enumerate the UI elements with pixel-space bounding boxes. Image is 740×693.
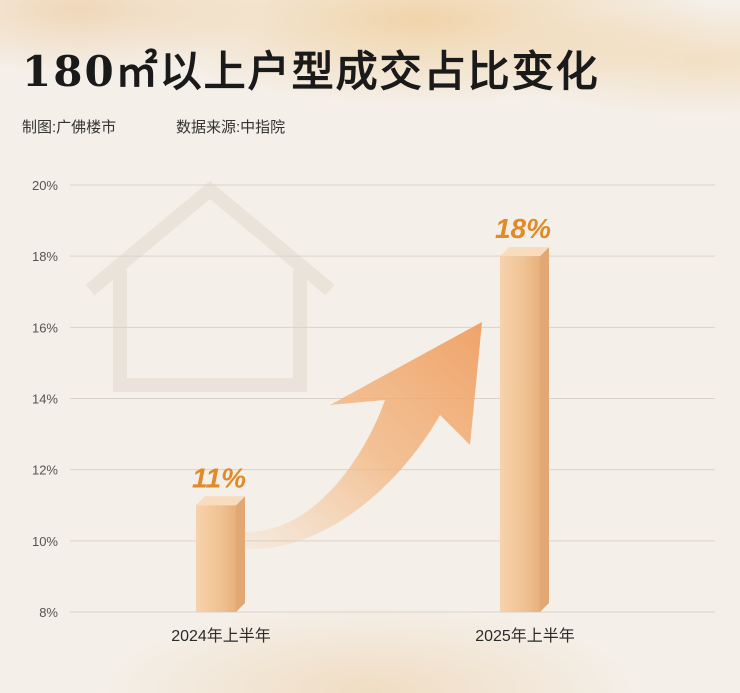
- y-tick-label: 20%: [32, 178, 58, 193]
- bar-2: [500, 247, 549, 612]
- data-label: 18%: [495, 213, 551, 244]
- credit-text: 制图:广佛楼市: [22, 119, 117, 136]
- bar-1: [196, 496, 245, 612]
- bar-side: [236, 496, 245, 612]
- y-tick-label: 14%: [32, 392, 58, 407]
- y-tick-label: 12%: [32, 463, 58, 478]
- y-tick-label: 8%: [39, 605, 58, 620]
- x-tick-label: 2025年上半年: [475, 627, 575, 645]
- source-text: 数据来源:中指院: [176, 119, 286, 136]
- bar-top: [196, 496, 245, 506]
- house-watermark-icon: [85, 180, 335, 392]
- bar-front: [500, 256, 540, 612]
- trend-arrow-icon: [230, 322, 482, 550]
- y-tick-label: 18%: [32, 249, 58, 264]
- bar-top: [500, 247, 549, 257]
- x-tick-label: 2024年上半年: [171, 627, 271, 645]
- page-title: 180㎡以上户型成交占比变化: [22, 47, 600, 96]
- y-tick-label: 10%: [32, 534, 58, 549]
- y-tick-label: 16%: [32, 320, 58, 335]
- bar-front: [196, 505, 236, 612]
- bar-side: [540, 247, 549, 612]
- data-label: 11%: [192, 462, 246, 493]
